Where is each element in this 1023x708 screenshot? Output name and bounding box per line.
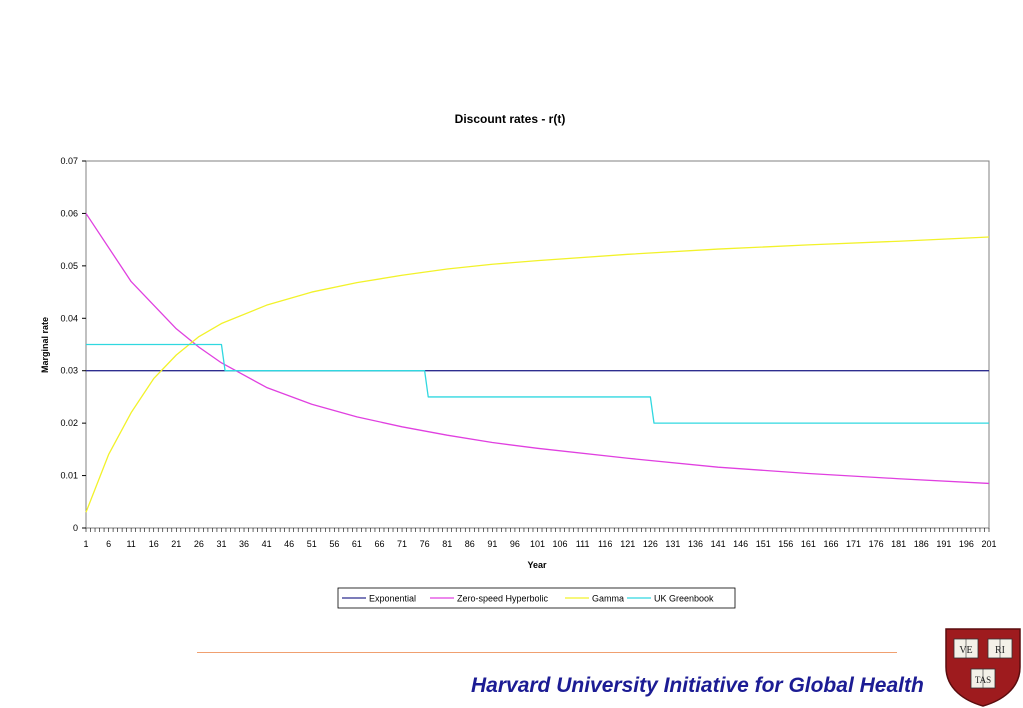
legend-label-gamma: Gamma	[592, 594, 624, 604]
footer-rule	[197, 652, 897, 653]
seal-text-ri: RI	[995, 645, 1005, 656]
x-tick-label: 36	[239, 539, 249, 549]
legend-box	[337, 587, 736, 609]
seal-book-bottom: TAS	[970, 668, 996, 689]
x-tick-label: 91	[487, 539, 497, 549]
y-tick-label: 0.02	[60, 418, 78, 428]
series-uk-greenbook-line	[86, 343, 989, 424]
x-tick-label: 66	[374, 539, 384, 549]
x-tick-label: 86	[465, 539, 475, 549]
x-tick-label: 191	[936, 539, 951, 549]
y-axis: 0 0.01 0.02 0.03 0.04 0.05 0.06 0.07	[60, 156, 86, 533]
x-tick-label: 61	[352, 539, 362, 549]
x-tick-label: 186	[914, 539, 929, 549]
y-tick-label: 0.01	[60, 471, 78, 481]
x-tick-label: 131	[665, 539, 680, 549]
x-tick-label: 11	[126, 539, 135, 549]
x-tick-label: 101	[530, 539, 545, 549]
legend-label-zero-speed-hyperbolic: Zero-speed Hyperbolic	[457, 594, 549, 604]
x-tick-label: 141	[711, 539, 726, 549]
x-tick-label: 51	[307, 539, 317, 549]
x-tick-label: 111	[576, 539, 590, 549]
chart-title: Discount rates - r(t)	[455, 112, 566, 126]
y-tick-label: 0.03	[60, 366, 78, 376]
x-tick-label: 76	[420, 539, 430, 549]
y-tick-label: 0	[73, 523, 78, 533]
x-tick-label: 46	[284, 539, 294, 549]
legend: Exponential Zero-speed Hyperbolic Gamma UK …	[337, 587, 736, 609]
x-tick-label: 71	[397, 539, 407, 549]
x-tick-label: 56	[329, 539, 339, 549]
y-tick-label: 0.06	[60, 208, 78, 218]
x-tick-label: 96	[510, 539, 520, 549]
x-tick-label: 196	[959, 539, 974, 549]
x-tick-label: 151	[756, 539, 771, 549]
seal-book-left: VE	[953, 638, 979, 659]
x-tick-label: 21	[171, 539, 181, 549]
x-tick-label: 41	[262, 539, 272, 549]
x-axis: 1 6 11 16 21 26 31 36 41 46 51 56 61 66 71 76 81 86 91 96 10…	[83, 528, 997, 549]
seal-text-tas: TAS	[975, 675, 991, 685]
legend-label-exponential: Exponential	[369, 594, 416, 604]
seal-book-right: RI	[987, 638, 1013, 659]
legend-label-uk-greenbook: UK Greenbook	[654, 594, 714, 604]
x-tick-label: 26	[194, 539, 204, 549]
x-tick-label: 6	[106, 539, 111, 549]
x-tick-label: 31	[216, 539, 226, 549]
seal-text-ve: VE	[959, 645, 972, 656]
x-tick-label: 136	[688, 539, 703, 549]
harvard-shield-logo: VE RI TAS	[945, 628, 1021, 707]
plot-area	[85, 160, 990, 529]
x-axis-label: Year	[527, 560, 547, 570]
x-tick-label: 1	[83, 539, 88, 549]
y-tick-label: 0.07	[60, 156, 78, 166]
y-axis-label: Marginal rate	[40, 317, 50, 373]
x-tick-label: 161	[801, 539, 816, 549]
series-gamma-line	[85, 236, 990, 513]
x-tick-label: 181	[891, 539, 906, 549]
x-tick-label: 126	[643, 539, 658, 549]
series-layer	[85, 213, 990, 513]
x-tick-label: 201	[981, 539, 996, 549]
x-tick-label: 116	[598, 539, 612, 549]
x-tick-label: 176	[869, 539, 884, 549]
x-tick-label: 106	[553, 539, 568, 549]
x-tick-label: 156	[778, 539, 793, 549]
y-tick-label: 0.05	[60, 261, 78, 271]
footer-title: Harvard University Initiative for Global…	[471, 674, 924, 697]
x-tick-label: 81	[442, 539, 452, 549]
x-tick-label: 146	[733, 539, 748, 549]
x-tick-label: 166	[823, 539, 838, 549]
y-tick-label: 0.04	[60, 313, 78, 323]
x-tick-label: 171	[846, 539, 861, 549]
x-tick-label: 16	[149, 539, 159, 549]
series-zero-speed-hyperbolic-line	[85, 213, 990, 485]
x-tick-label: 121	[620, 539, 635, 549]
